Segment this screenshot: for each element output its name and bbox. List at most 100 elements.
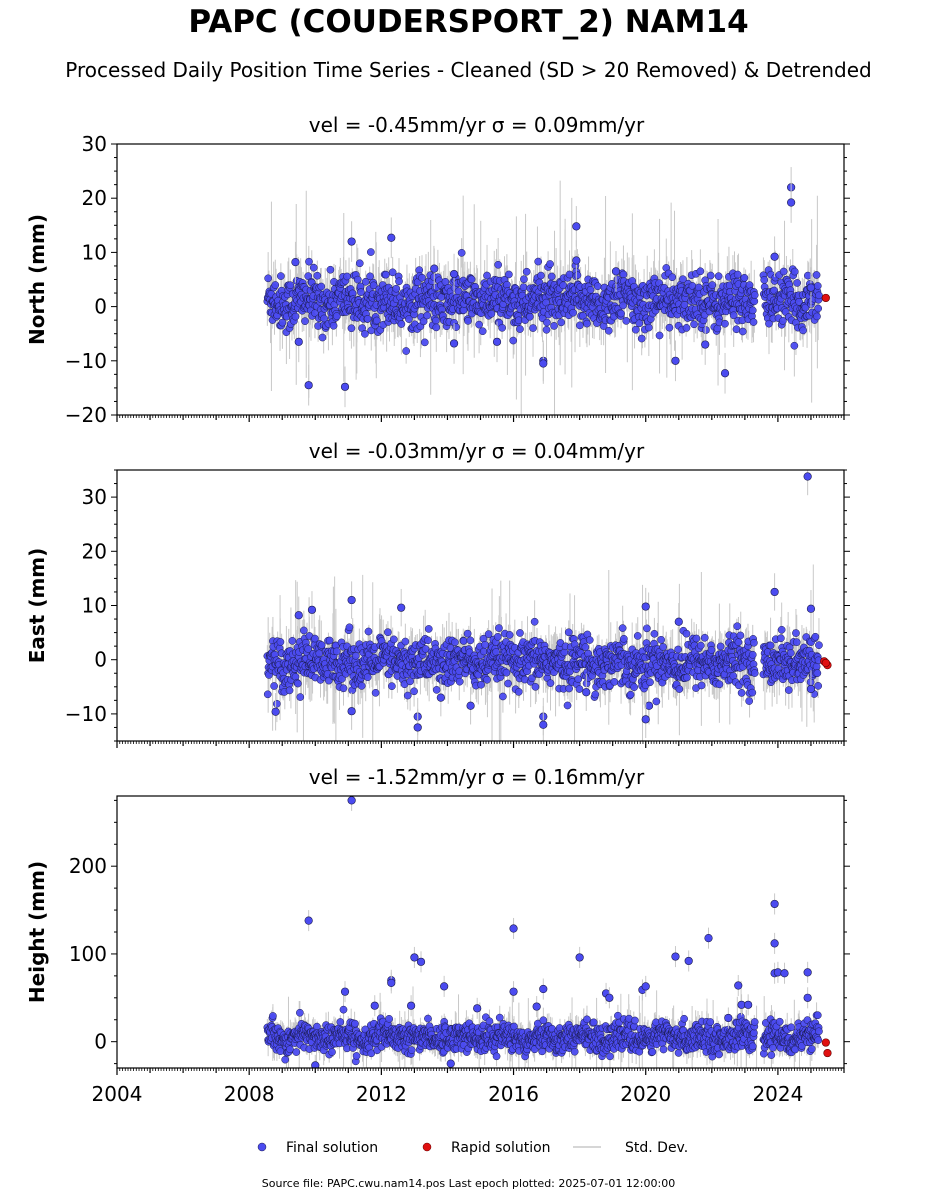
final-solution-point xyxy=(305,257,313,266)
final-solution-point xyxy=(347,595,356,605)
final-solution-point xyxy=(720,369,730,378)
final-solution-point xyxy=(509,336,518,345)
final-solution-point xyxy=(361,277,370,286)
final-solution-point xyxy=(384,628,392,637)
final-solution-point xyxy=(729,311,738,320)
final-solution-point xyxy=(770,252,779,261)
final-solution-point xyxy=(347,707,356,716)
final-solution-point xyxy=(682,629,691,638)
final-solution-point xyxy=(467,275,476,284)
final-solution-point xyxy=(799,326,807,335)
final-solution-point xyxy=(363,315,372,323)
final-solution-point xyxy=(644,323,653,332)
final-solution-point xyxy=(419,317,428,326)
final-solution-point xyxy=(697,681,706,690)
final-solution-point xyxy=(315,649,324,658)
final-solution-point xyxy=(777,625,786,634)
final-solution-point xyxy=(326,265,335,274)
final-solution-point xyxy=(740,273,749,282)
final-solution-point xyxy=(498,323,506,332)
final-solution-point xyxy=(317,282,326,291)
final-solution-point xyxy=(573,271,582,280)
final-solution-point xyxy=(641,602,650,611)
final-solution-point xyxy=(478,327,487,336)
final-solution-point xyxy=(690,320,698,329)
final-solution-point xyxy=(286,281,295,290)
final-solution-point xyxy=(495,624,503,632)
y-tick-label: 20 xyxy=(82,186,107,210)
final-solution-point xyxy=(519,283,528,292)
final-solution-point xyxy=(766,641,775,650)
final-solution-point xyxy=(353,275,362,284)
final-solution-point xyxy=(682,324,691,332)
final-solution-point xyxy=(784,686,793,694)
final-solution-point xyxy=(586,285,595,294)
final-solution-point xyxy=(707,646,716,654)
final-solution-point xyxy=(813,282,822,290)
final-solution-point xyxy=(494,260,502,269)
final-solution-point xyxy=(401,637,410,646)
final-solution-point xyxy=(814,304,823,313)
final-solution-point xyxy=(270,682,278,690)
final-solution-point xyxy=(294,337,303,346)
final-solution-point xyxy=(340,382,350,391)
final-solution-point xyxy=(299,626,308,635)
final-solution-point xyxy=(683,673,691,682)
final-solution-point xyxy=(304,381,313,390)
final-solution-point xyxy=(516,629,524,637)
final-solution-point xyxy=(502,668,511,677)
final-solution-point xyxy=(563,701,572,710)
final-solution-point xyxy=(291,258,300,267)
final-solution-point xyxy=(405,315,413,323)
y-tick-label: 0 xyxy=(94,295,107,319)
final-solution-point xyxy=(668,273,677,282)
final-solution-point xyxy=(750,669,759,677)
final-solution-point xyxy=(644,701,654,710)
final-solution-point xyxy=(655,331,664,340)
final-solution-point xyxy=(432,323,441,332)
final-solution-point xyxy=(692,634,701,643)
final-solution-point xyxy=(630,683,639,692)
plot-area xyxy=(263,796,832,1068)
final-solution-outliers xyxy=(291,167,816,408)
final-solution-point xyxy=(271,281,280,289)
final-solution-point xyxy=(364,627,373,636)
final-solution-point xyxy=(402,347,410,355)
final-solution-point xyxy=(786,649,795,657)
final-solution-point xyxy=(733,270,742,279)
final-solution-point xyxy=(700,633,709,642)
final-solution-point xyxy=(413,723,422,732)
final-solution-point xyxy=(420,338,429,347)
final-solution-point xyxy=(432,686,441,694)
final-solution-point xyxy=(477,680,485,689)
final-solution-point xyxy=(793,279,801,287)
final-solution-point xyxy=(564,628,573,637)
final-solution-point xyxy=(633,632,642,640)
final-solution-point xyxy=(622,317,631,325)
final-solution-point xyxy=(748,650,757,659)
final-solution-point xyxy=(520,275,528,284)
final-solution-point xyxy=(432,316,440,325)
final-solution-point xyxy=(307,605,317,614)
final-solution-point xyxy=(276,272,285,280)
final-solution-point xyxy=(382,270,390,279)
final-solution-point xyxy=(309,263,318,272)
final-solution-point xyxy=(466,636,475,645)
final-solution-point xyxy=(343,272,351,281)
final-solution-point xyxy=(815,291,823,300)
final-solution-point xyxy=(311,634,319,643)
final-solution-point xyxy=(372,316,381,325)
final-solution-point xyxy=(593,282,602,291)
final-solution-point xyxy=(263,690,272,699)
final-solution-point xyxy=(459,637,468,645)
final-solution-point xyxy=(296,693,305,701)
final-solution-point xyxy=(675,685,684,693)
final-solution-point xyxy=(657,635,665,644)
final-solution-point xyxy=(418,273,426,282)
final-solution-point xyxy=(706,271,715,280)
final-solution-point xyxy=(499,692,507,701)
final-solution-point xyxy=(539,720,548,729)
final-solution-point xyxy=(361,330,369,338)
final-solution-point xyxy=(392,284,401,293)
